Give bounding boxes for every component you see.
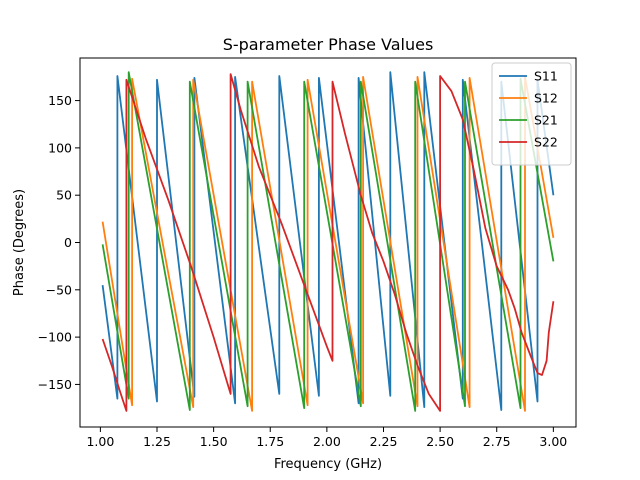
y-tick-label: 100 [48,140,72,155]
y-tick-label: 150 [48,93,72,108]
x-tick-label: 3.00 [539,434,567,449]
legend-box [491,62,572,166]
y-axis-label: Phase (Degrees) [12,189,27,296]
x-tick-label: 1.75 [256,434,284,449]
legend-label-s11: S11 [534,69,558,84]
legend: S11 S12 S21 S22 [491,62,572,166]
legend-label-s12: S12 [534,91,558,106]
series-line-s12 [101,76,555,412]
y-tick-label: −150 [38,377,72,392]
x-tick-label: 2.25 [370,434,398,449]
y-tick-label: −50 [46,282,72,297]
legend-label-s22: S22 [534,135,558,150]
y-axis: −150 −100 −50 0 50 100 150 [38,93,80,392]
chart-title: S-parameter Phase Values [223,35,434,54]
series-layer [101,71,555,412]
x-axis-label: Frequency (GHz) [274,457,382,472]
y-tick-label: 50 [56,188,72,203]
x-tick-label: 1.00 [86,434,114,449]
legend-label-s21: S21 [534,113,558,128]
x-tick-label: 1.25 [143,434,171,449]
x-tick-label: 2.75 [483,434,511,449]
series-line-s11 [101,71,555,411]
y-tick-label: 0 [64,235,72,250]
y-tick-label: −100 [38,330,72,345]
x-tick-label: 2.00 [313,434,341,449]
x-tick-label: 1.50 [200,434,228,449]
x-tick-label: 2.50 [426,434,454,449]
x-axis: 1.00 1.25 1.50 1.75 2.00 2.25 2.50 2.75 3.00 [86,427,567,449]
series-line-s22 [101,73,555,412]
